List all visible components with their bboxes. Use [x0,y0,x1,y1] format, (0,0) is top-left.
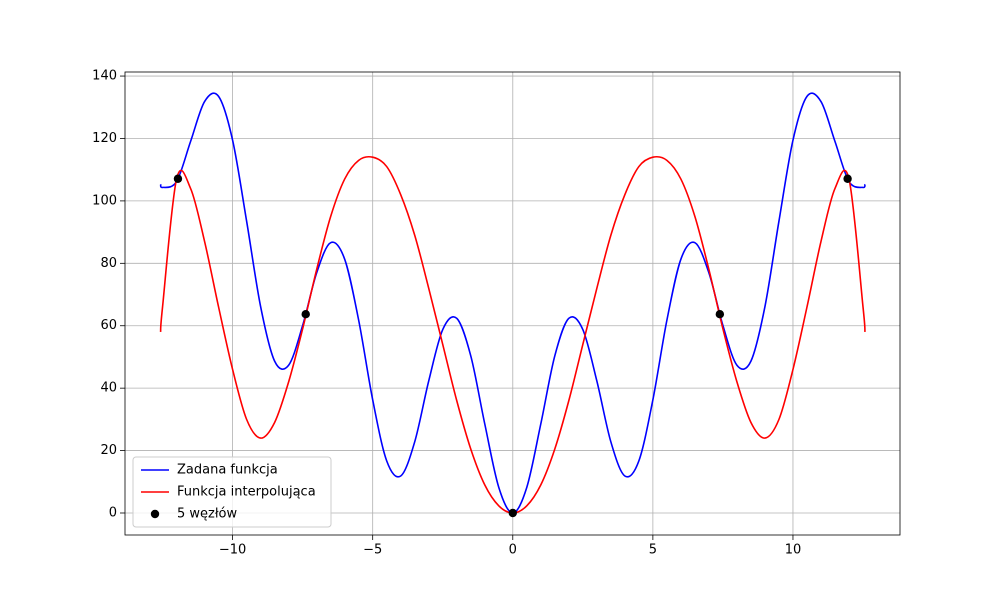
x-tick-label: 5 [649,543,657,558]
y-tick-label: 40 [100,381,117,396]
legend-swatch [150,509,160,519]
legend-label: Funkcja interpolująca [177,485,316,500]
x-tick-label: −5 [363,543,382,558]
x-tick-label: 0 [509,543,517,558]
x-tick-label: −10 [219,543,246,558]
node-point [715,309,725,319]
x-tick-label: 10 [785,543,802,558]
node-point [301,309,310,319]
node-point [508,508,517,518]
y-tick-label: 120 [92,131,117,146]
node-point [173,174,183,183]
y-tick-label: 20 [100,443,117,458]
legend-label: Zadana funkcja [177,463,278,478]
y-tick-label: 140 [92,69,117,84]
y-tick-label: 100 [92,193,117,208]
y-tick-label: 80 [100,256,117,271]
y-tick-label: 0 [109,505,117,520]
node-point [843,174,852,183]
legend-label: 5 węzłów [177,507,238,522]
y-tick-label: 60 [100,318,117,333]
plot-frame [124,71,901,536]
legend-box [132,456,332,528]
